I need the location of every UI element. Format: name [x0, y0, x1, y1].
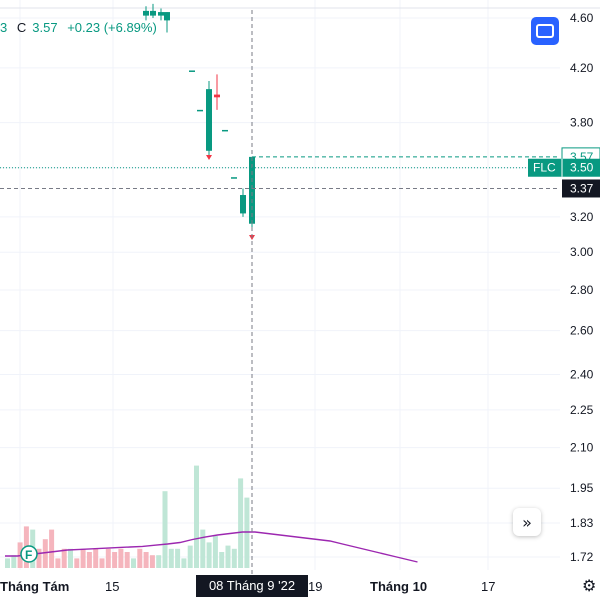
volume-bar — [105, 548, 111, 568]
y-axis-tick-label: 4.20 — [570, 61, 594, 75]
crosshair-price-badge-text: 3.37 — [570, 181, 594, 195]
close-value: 3.57 — [32, 20, 58, 35]
y-axis-tick-label: 2.80 — [570, 283, 594, 297]
volume-bar — [225, 545, 231, 568]
x-axis-tick-label: Tháng Tám — [0, 579, 69, 594]
volume-bar — [162, 491, 168, 568]
candle — [143, 6, 149, 21]
x-axis-tick-label: 15 — [105, 579, 119, 594]
scroll-to-realtime-button[interactable]: » — [513, 508, 541, 536]
candle — [189, 70, 195, 72]
candle — [240, 188, 246, 217]
symbol-badge — [528, 158, 600, 177]
window-icon — [536, 24, 554, 38]
y-axis-tick-label: 2.25 — [570, 403, 594, 417]
y-axis-tick-label: 3.00 — [570, 245, 594, 259]
volume-ma-line — [5, 531, 418, 563]
volume-bar — [118, 548, 124, 568]
candle-body — [222, 129, 228, 132]
candle-body — [164, 12, 170, 21]
volume-bar — [219, 552, 225, 568]
y-axis-tick-label: 2.10 — [570, 441, 594, 455]
financials-icon — [20, 545, 38, 563]
volume-bar — [61, 548, 67, 568]
volume-bar — [212, 536, 218, 568]
volume-bar — [131, 558, 136, 568]
candle-body — [189, 70, 195, 72]
volume-bar — [231, 548, 237, 568]
price-change: +0.23 (+6.89%) — [67, 20, 157, 35]
volume-bar — [175, 548, 181, 568]
y-axis-tick-label: 1.83 — [570, 516, 594, 530]
volume-bar — [55, 558, 61, 568]
volume-bar — [181, 558, 187, 568]
candle — [158, 8, 164, 21]
volume-bar — [112, 552, 118, 568]
candle — [222, 129, 228, 132]
candle — [164, 12, 170, 33]
y-axis-tick-label: 2.40 — [570, 367, 594, 381]
x-axis-tick-label: 17 — [481, 579, 495, 594]
candle-body — [231, 177, 237, 179]
event-marker-label: F — [25, 548, 32, 562]
symbol-badge-price: 3.50 — [570, 161, 594, 175]
volume-bar — [74, 558, 80, 568]
layout-button[interactable] — [531, 17, 559, 45]
candle-body — [143, 10, 149, 16]
volume-bar — [11, 555, 17, 568]
volume-bar — [206, 542, 212, 568]
x-axis-tick-label: Tháng 10 — [370, 579, 427, 594]
volume-bar — [80, 548, 86, 568]
candle — [214, 74, 220, 110]
candle-body — [150, 10, 156, 16]
y-axis-tick-label: 3.80 — [570, 116, 594, 130]
candle-body — [197, 109, 203, 112]
candle-body — [206, 89, 212, 151]
volume-bar — [238, 478, 244, 568]
candle — [150, 3, 156, 18]
y-axis-tick-label: 2.60 — [570, 324, 594, 338]
volume-bar — [137, 548, 143, 568]
volume-bar — [86, 552, 92, 568]
volume-bar — [244, 497, 250, 568]
double-chevron-right-icon: » — [522, 512, 532, 532]
volume-bar — [143, 552, 149, 568]
volume-bar — [200, 529, 206, 568]
candle-body — [249, 156, 255, 224]
candle-body — [214, 94, 220, 98]
volume-bar — [194, 465, 199, 568]
close-label: C — [16, 20, 27, 35]
volume-bar — [99, 558, 105, 568]
y-axis-tick-label: 3.20 — [570, 210, 594, 224]
volume-bar — [36, 548, 42, 568]
y-axis-tick-label: 1.95 — [570, 481, 594, 495]
candle — [206, 81, 212, 157]
gear-icon[interactable]: ⚙ — [582, 576, 597, 595]
x-axis-tick-label: 19 — [308, 579, 322, 594]
volume-bar — [187, 545, 193, 568]
crosshair-price-badge — [562, 179, 600, 198]
volume-bar — [168, 548, 174, 568]
volume-bar — [156, 555, 162, 568]
volume-bar — [93, 548, 99, 568]
volume-bar — [5, 558, 10, 568]
volume-bar — [149, 555, 155, 568]
split-marker — [206, 155, 212, 160]
crosshair-date-label: 08 Tháng 9 '22 — [196, 575, 308, 597]
y-axis-tick-label: 1.72 — [570, 550, 594, 564]
y-axis-tick-label: 4.60 — [570, 11, 594, 25]
candle — [231, 177, 237, 179]
volume-bar — [42, 539, 48, 568]
volume-bar — [68, 548, 73, 568]
volume-bar — [49, 529, 55, 568]
open-fragment: 3 — [0, 20, 8, 35]
candle-body — [158, 12, 164, 16]
volume-bar — [124, 552, 130, 568]
symbol-badge-name: FLC — [533, 161, 556, 175]
ohlc-legend: 3 C 3.57 +0.23 (+6.89%) — [0, 20, 163, 35]
candle — [197, 109, 203, 112]
candle-body — [240, 195, 246, 214]
